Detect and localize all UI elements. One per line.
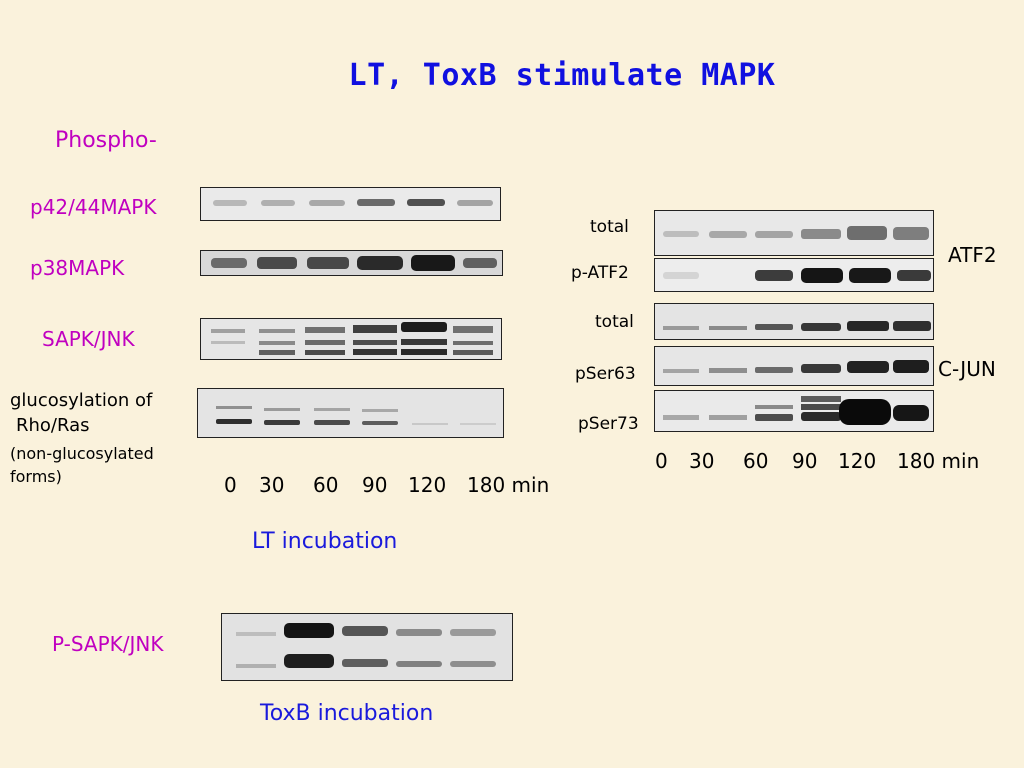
label-p-sapk-jnk: P-SAPK/JNK: [52, 632, 164, 656]
label-sapk-jnk: SAPK/JNK: [42, 327, 135, 351]
label-cjun-group: C-JUN: [938, 357, 996, 381]
label-p42-44mapk: p42/44MAPK: [30, 195, 157, 219]
right-time-90: 90: [792, 449, 818, 473]
right-time-120: 120: [838, 449, 877, 473]
right-time-180: 180 min: [897, 449, 980, 473]
right-time-30: 30: [689, 449, 715, 473]
blot-sapk-jnk: [200, 318, 502, 360]
lt-incubation-caption: LT incubation: [252, 529, 398, 554]
blot-cjun-total: [654, 303, 934, 340]
right-time-60: 60: [743, 449, 769, 473]
label-cjun-total: total: [595, 312, 634, 332]
lt-time-90: 90: [362, 473, 388, 497]
blot-pser63: [654, 346, 934, 386]
label-atf2-group: ATF2: [948, 243, 997, 267]
blot-p-atf2: [654, 258, 934, 292]
slide-title: LT, ToxB stimulate MAPK: [348, 58, 776, 93]
label-p38mapk: p38MAPK: [30, 256, 125, 280]
blot-atf2-total: [654, 210, 934, 256]
lt-time-60: 60: [313, 473, 339, 497]
phospho-header: Phospho-: [55, 128, 157, 153]
label-forms: forms): [10, 467, 62, 486]
label-glucosylation: glucosylation of: [10, 390, 153, 411]
label-non-glucosylated: (non-glucosylated: [10, 444, 154, 463]
toxb-incubation-caption: ToxB incubation: [260, 701, 434, 726]
lt-time-180: 180 min: [467, 473, 550, 497]
lt-time-0: 0: [224, 473, 237, 497]
blot-toxb-p-sapk-jnk: [221, 613, 513, 681]
blot-p38mapk: [200, 250, 503, 276]
blot-p42-44mapk: [200, 187, 501, 221]
label-atf2-total: total: [590, 217, 629, 237]
label-rho-ras: Rho/Ras: [16, 415, 90, 436]
lt-time-30: 30: [259, 473, 285, 497]
blot-pser73: [654, 390, 934, 432]
label-p-atf2: p-ATF2: [571, 263, 629, 283]
label-pser73: pSer73: [578, 414, 639, 434]
lt-time-120: 120: [408, 473, 447, 497]
blot-glucosylation-rho-ras: [197, 388, 504, 438]
label-pser63: pSer63: [575, 364, 636, 384]
right-time-0: 0: [655, 449, 668, 473]
